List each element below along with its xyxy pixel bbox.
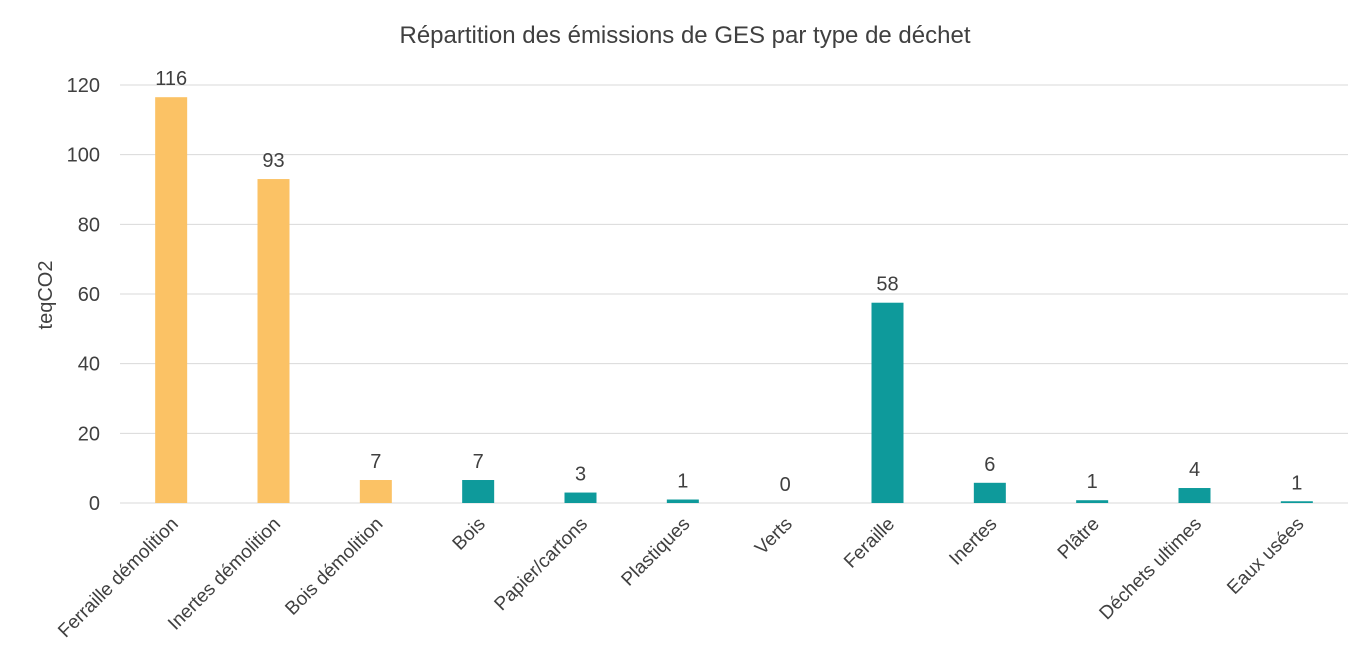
- gridlines: [120, 84, 1348, 504]
- data-label: 6: [984, 454, 995, 476]
- data-labels: 116 93 7 7 3 1 0 58 6 1 4 1: [155, 68, 1302, 496]
- y-tick-label: 120: [67, 75, 100, 97]
- data-label: 1: [677, 471, 688, 493]
- y-tick-label: 100: [67, 145, 100, 167]
- x-tick-label: Inertes: [945, 514, 1001, 570]
- x-tick-label: Verts: [751, 514, 796, 559]
- data-label: 58: [876, 274, 898, 296]
- bar: [1076, 500, 1109, 503]
- x-tick-label: Eaux usées: [1223, 514, 1308, 599]
- data-label: 4: [1189, 459, 1200, 481]
- bars: [155, 97, 1313, 504]
- data-label: 0: [780, 474, 791, 496]
- data-label: 1: [1291, 472, 1302, 494]
- data-label: 116: [155, 68, 187, 90]
- data-label: 1: [1087, 471, 1098, 493]
- bar: [155, 97, 188, 504]
- data-label: 93: [262, 150, 284, 172]
- bar: [257, 179, 290, 504]
- y-axis-ticks: 0 20 40 60 80 100 120: [67, 75, 100, 515]
- bar: [1280, 501, 1313, 503]
- bar: [564, 492, 597, 503]
- x-tick-label: Plastiques: [618, 514, 695, 591]
- bar: [871, 302, 904, 503]
- y-axis-label: teqCO2: [35, 261, 57, 330]
- data-label: 7: [473, 451, 484, 473]
- y-tick-label: 20: [78, 423, 100, 445]
- x-tick-label: Bois: [449, 514, 490, 555]
- data-label: 3: [575, 464, 586, 486]
- bar: [973, 482, 1006, 503]
- bar: [359, 480, 392, 503]
- y-tick-label: 40: [78, 354, 100, 376]
- y-tick-label: 0: [89, 493, 100, 515]
- x-tick-label: Déchets ultimes: [1096, 514, 1206, 624]
- x-tick-label: Inertes démolition: [164, 514, 285, 635]
- x-tick-label: Feraille: [840, 514, 899, 573]
- bar: [462, 480, 495, 503]
- chart-title: Répartition des émissions de GES par typ…: [400, 22, 971, 49]
- y-tick-label: 60: [78, 284, 100, 306]
- bar: [1178, 488, 1211, 503]
- x-tick-label: Bois démolition: [281, 514, 387, 620]
- data-label: 7: [370, 451, 381, 473]
- x-tick-label: Papier/cartons: [491, 514, 592, 615]
- x-tick-label: Plâtre: [1054, 514, 1104, 564]
- y-tick-label: 80: [78, 214, 100, 236]
- bar: [666, 499, 699, 503]
- x-tick-label: Ferraille démolition: [54, 514, 182, 642]
